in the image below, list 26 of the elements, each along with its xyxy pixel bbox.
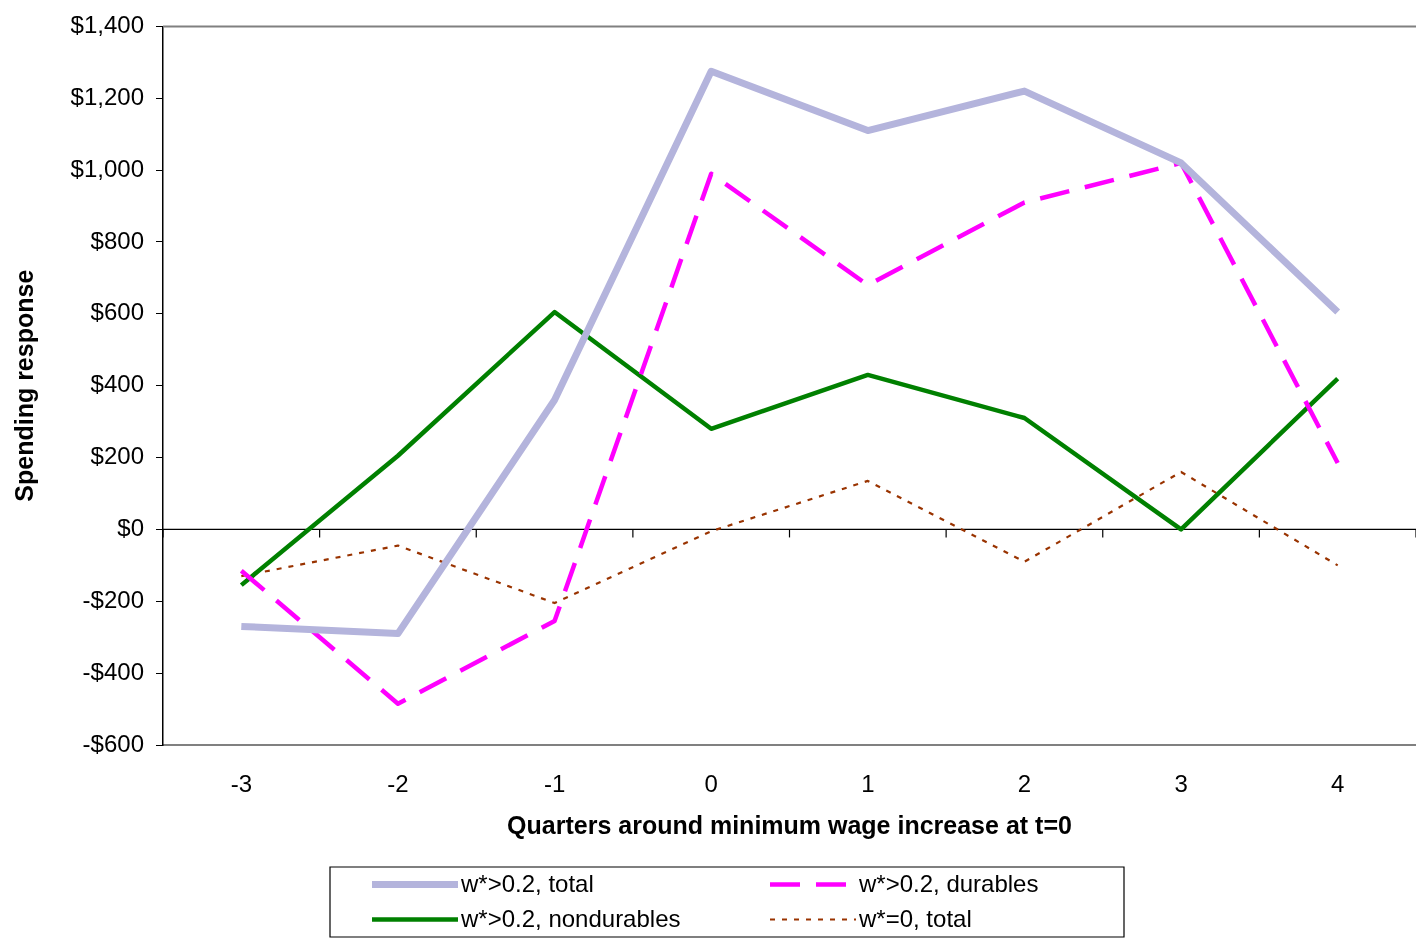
legend-label: w*>0.2, total bbox=[460, 870, 594, 898]
legend-label: w*>0.2, durables bbox=[858, 870, 1039, 898]
y-tick-label: -$600 bbox=[82, 729, 144, 757]
y-tick-label: $0 bbox=[117, 514, 144, 542]
legend-label: w*>0.2, nondurables bbox=[460, 905, 681, 933]
x-tick-label: -1 bbox=[543, 770, 566, 798]
y-axis-title: Spending response bbox=[9, 269, 38, 502]
line-series bbox=[240, 470, 1339, 605]
y-tick-label: $1,400 bbox=[70, 11, 144, 39]
legend-label: w*=0, total bbox=[858, 905, 972, 933]
y-tick-label: $1,200 bbox=[70, 82, 144, 110]
y-tick-label: $1,000 bbox=[70, 154, 144, 182]
y-tick-label: -$200 bbox=[82, 585, 144, 613]
x-tick-label: 3 bbox=[1174, 770, 1188, 798]
y-tick-label: $800 bbox=[90, 226, 144, 254]
y-tick-label: $200 bbox=[90, 442, 144, 470]
x-tick-label: 1 bbox=[861, 770, 875, 798]
x-tick-label: -2 bbox=[387, 770, 409, 798]
x-tick-label: -3 bbox=[230, 770, 252, 798]
y-tick-label: $600 bbox=[90, 298, 144, 326]
y-tick-label: -$400 bbox=[82, 657, 144, 685]
x-tick-label: 4 bbox=[1331, 770, 1345, 798]
x-axis-title: Quarters around minimum wage increase at t=0 bbox=[507, 810, 1072, 839]
y-tick-label: $400 bbox=[90, 370, 144, 398]
x-tick-label: 2 bbox=[1017, 770, 1032, 798]
x-tick-label: 0 bbox=[704, 770, 718, 798]
